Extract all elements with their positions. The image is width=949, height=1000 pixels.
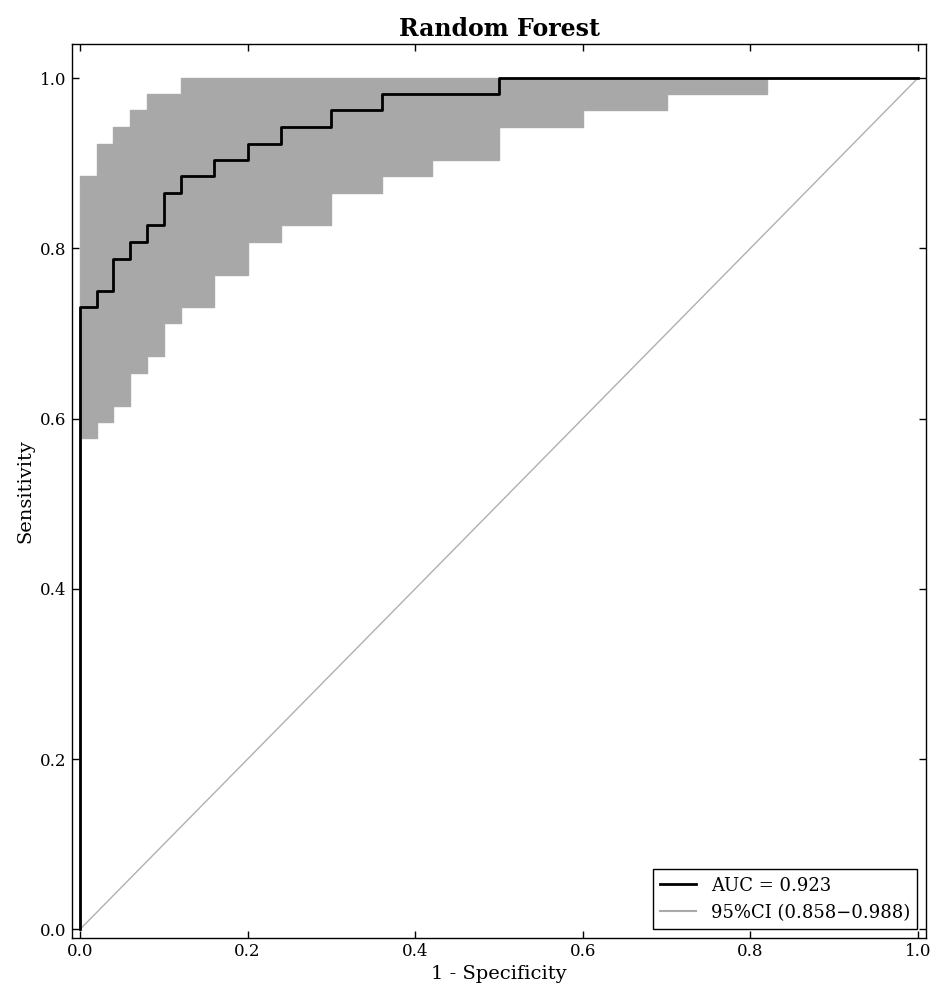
Legend: AUC = 0.923, 95%CI (0.858−0.988): AUC = 0.923, 95%CI (0.858−0.988)	[653, 869, 918, 929]
Polygon shape	[80, 78, 918, 929]
Title: Random Forest: Random Forest	[399, 17, 600, 41]
Y-axis label: Sensitivity: Sensitivity	[17, 439, 35, 543]
X-axis label: 1 - Specificity: 1 - Specificity	[431, 965, 567, 983]
